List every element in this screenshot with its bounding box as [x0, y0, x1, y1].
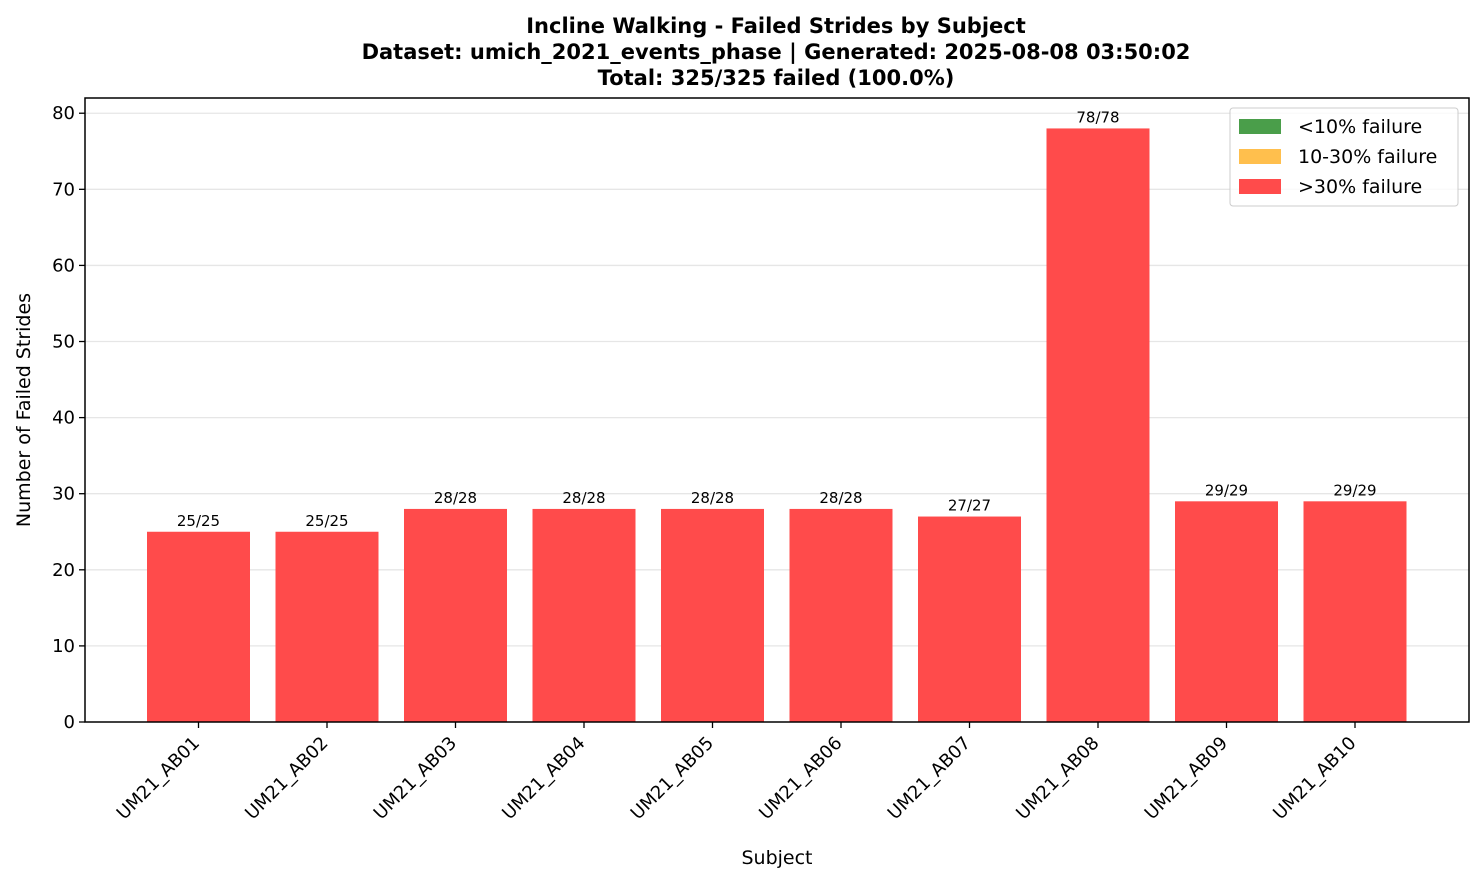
legend-swatch: [1239, 119, 1281, 134]
title-line-2: Dataset: umich_2021_events_phase | Gener…: [362, 40, 1191, 65]
bar-UM21_AB03: [404, 508, 507, 722]
y-tick-label: 10: [52, 636, 75, 657]
x-tick-label: UM21_AB08: [1012, 733, 1103, 824]
legend-label: >30% failure: [1298, 176, 1422, 198]
x-tick-label: UM21_AB10: [1269, 733, 1360, 824]
bar-label: 28/28: [691, 489, 734, 507]
x-tick-label: UM21_AB06: [755, 733, 846, 824]
bar-UM21_AB07: [918, 516, 1021, 722]
bar-label: 29/29: [1333, 481, 1376, 499]
bar-label: 25/25: [177, 512, 220, 530]
bar-UM21_AB06: [789, 508, 893, 722]
x-axis-label: Subject: [741, 847, 812, 869]
chart-title: Incline Walking - Failed Strides by Subj…: [362, 14, 1191, 90]
y-tick-label: 70: [52, 179, 75, 200]
y-tick-label: 50: [52, 332, 75, 353]
x-tick-label: UM21_AB07: [884, 733, 975, 824]
bar-UM21_AB08: [1046, 128, 1150, 722]
legend-swatch: [1239, 179, 1281, 194]
legend-label: 10-30% failure: [1298, 146, 1437, 168]
x-tick-label: UM21_AB05: [627, 733, 718, 824]
bar-label: 28/28: [819, 489, 862, 507]
x-tick-label: UM21_AB02: [241, 733, 332, 824]
bar-UM21_AB09: [1175, 501, 1278, 722]
y-tick-label: 20: [52, 560, 75, 581]
bar-UM21_AB10: [1303, 501, 1407, 722]
x-tick-label: UM21_AB03: [370, 733, 461, 824]
legend-swatch: [1239, 149, 1281, 164]
y-tick-label: 30: [52, 484, 75, 505]
y-axis-label: Number of Failed Strides: [13, 293, 35, 527]
y-tick-label: 80: [52, 103, 75, 124]
x-axis-ticks: UM21_AB01 UM21_AB02 UM21_AB03 UM21_AB04 UM21…: [113, 722, 1361, 824]
legend-frame: [1229, 107, 1459, 207]
x-tick-label: UM21_AB09: [1141, 733, 1232, 824]
y-tick-label: 60: [52, 255, 75, 276]
x-tick-label: UM21_AB04: [498, 733, 589, 824]
legend-label: <10% failure: [1298, 116, 1422, 138]
bar-UM21_AB04: [532, 508, 636, 722]
y-tick-label: 0: [64, 712, 75, 733]
bar-label: 29/29: [1205, 481, 1248, 499]
bar-label: 27/27: [948, 497, 991, 515]
x-tick-label: UM21_AB01: [113, 733, 204, 824]
bar-label: 78/78: [1076, 108, 1119, 126]
y-tick-label: 40: [52, 408, 75, 429]
bar-label: 25/25: [305, 512, 348, 530]
y-axis-ticks: 0 10 20 30 40 50 60 70 80: [52, 103, 85, 733]
title-line-1: Incline Walking - Failed Strides by Subj…: [526, 14, 1026, 38]
bar-UM21_AB02: [275, 531, 379, 722]
bar-label: 28/28: [434, 489, 477, 507]
plot-frame: [84, 97, 1470, 723]
bar-UM21_AB05: [661, 508, 764, 722]
bar-UM21_AB01: [147, 531, 250, 722]
legend: <10% failure 10-30% failure >30% failure: [1229, 107, 1459, 207]
title-line-3: Total: 325/325 failed (100.0%): [598, 66, 955, 90]
bar-label: 28/28: [562, 489, 605, 507]
bars: 25/25 25/25 28/28 28/28 28/28 28/28 27/27 78/78…: [147, 108, 1407, 722]
